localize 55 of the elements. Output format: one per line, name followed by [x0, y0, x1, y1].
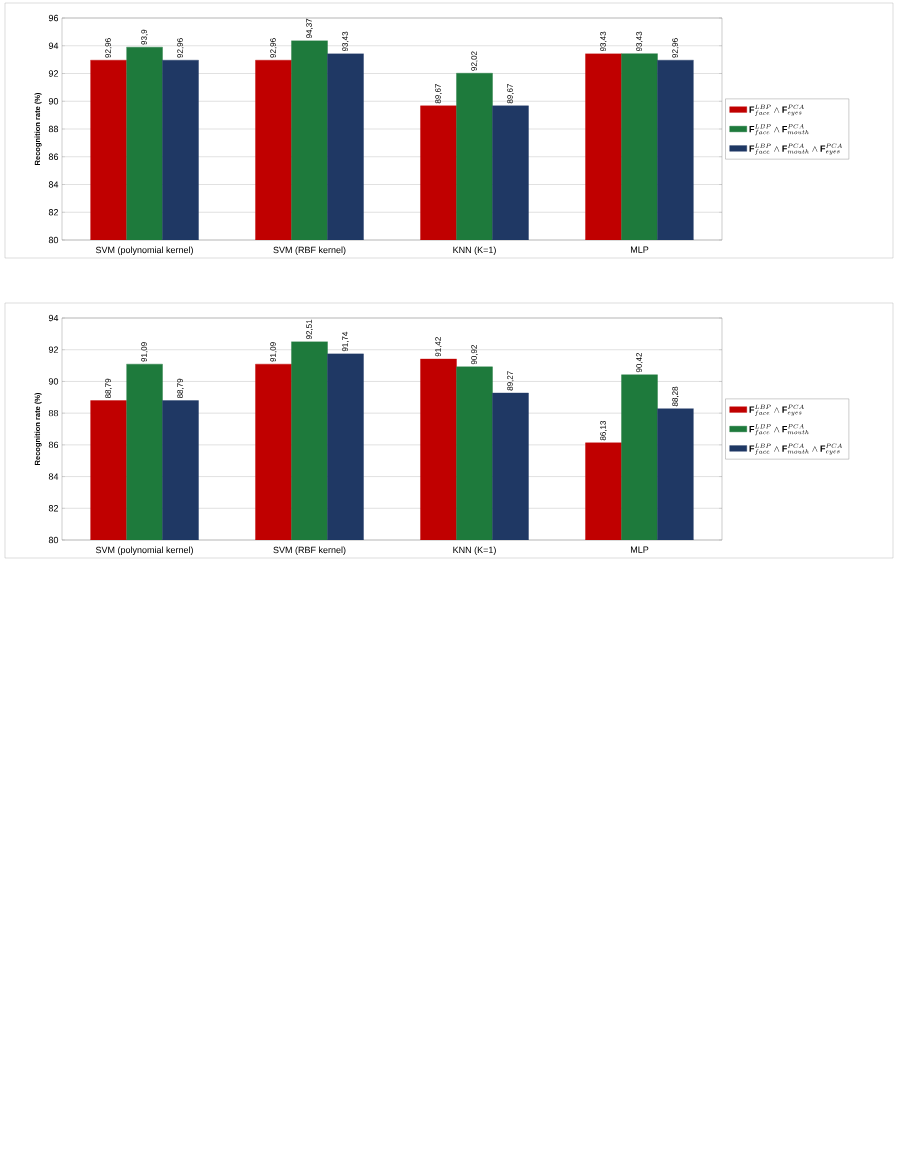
x-tick-label: SVM (RBF kernel): [273, 246, 346, 255]
y-tick-label: 80: [48, 536, 59, 544]
data-label: 91,09: [141, 342, 148, 362]
data-label: 93,9: [141, 29, 148, 45]
y-tick-label: 92: [48, 70, 59, 77]
data-label: 89,67: [507, 84, 514, 104]
y-tick-label: 82: [48, 209, 59, 216]
data-label: 92,02: [471, 51, 478, 71]
y-tick-label: 84: [48, 473, 59, 480]
x-tick-label: KNN (K=1): [453, 546, 496, 555]
data-label: 92,96: [270, 38, 277, 58]
y-tick-label: 86: [48, 153, 59, 160]
data-label: 94,37: [306, 18, 313, 39]
data-label: 88,79: [105, 378, 112, 399]
data-label: 93,43: [342, 31, 349, 52]
data-label: 91,09: [270, 342, 277, 362]
y-tick-label: 94: [48, 42, 59, 49]
y-tick-label: 94: [48, 314, 59, 322]
y-tick-label: 88: [48, 409, 59, 417]
data-label: 92,96: [672, 38, 679, 58]
legend-label: $\mathbf{F}^{LBP}_{face} \wedge \mathbf{F}^{PCA}_{mouth}$: [749, 124, 809, 136]
x-tick-label: MLP: [630, 246, 649, 253]
data-label: 88,79: [177, 378, 184, 399]
legend-label: $\mathbf{F}^{LBP}_{face} \wedge \mathbf{F}^{PCA}_{mouth}$: [749, 424, 809, 436]
data-label: 90,42: [636, 352, 643, 373]
data-label: 92,51: [306, 319, 313, 340]
data-label: 86,13: [600, 420, 607, 441]
x-tick-label: KNN (K=1): [453, 246, 496, 255]
legend-label: $\mathbf{F}^{LBP}_{face} \wedge \mathbf{F}^{PCA}_{eyes}$: [749, 104, 804, 116]
data-label: 89,67: [435, 84, 442, 104]
x-tick-label: SVM (RBF kernel): [273, 546, 346, 555]
y-tick-label: 86: [48, 441, 59, 449]
y-tick-label: 92: [48, 346, 59, 353]
data-label: 88,28: [672, 386, 679, 407]
y-tick-label: 90: [48, 378, 59, 385]
data-label: 92,96: [177, 38, 184, 58]
data-label: 90,92: [471, 345, 478, 365]
legend-label: $\mathbf{F}^{LBP}_{face} \wedge \mathbf{F}^{PCA}_{mouth} \wedge \mathbf{F}^{PCA}_{eyes}$: [749, 143, 843, 155]
x-tick-label: MLP: [630, 546, 649, 553]
x-tick-label: SVM (polynomial kernel): [95, 546, 193, 555]
y-tick-label: 88: [48, 125, 59, 133]
y-tick-label: 82: [48, 505, 59, 512]
data-label: 91,74: [342, 331, 349, 352]
data-label: 93,43: [600, 31, 607, 52]
y-tick-label: 84: [48, 181, 59, 188]
y-tick-label: 90: [48, 98, 59, 105]
data-label: 89,27: [507, 371, 514, 391]
y-tick-label: 80: [48, 236, 59, 244]
data-label: 92,96: [105, 38, 112, 58]
legend-label: $\mathbf{F}^{LBP}_{face} \wedge \mathbf{F}^{PCA}_{eyes}$: [749, 404, 804, 416]
data-label: 93,43: [636, 31, 643, 52]
legend-label: $\mathbf{F}^{LBP}_{face} \wedge \mathbf{F}^{PCA}_{mouth} \wedge \mathbf{F}^{PCA}_{eyes}$: [749, 443, 843, 455]
y-tick-label: 96: [48, 14, 59, 22]
x-tick-label: SVM (polynomial kernel): [95, 246, 193, 255]
data-label: 91,42: [435, 337, 442, 357]
